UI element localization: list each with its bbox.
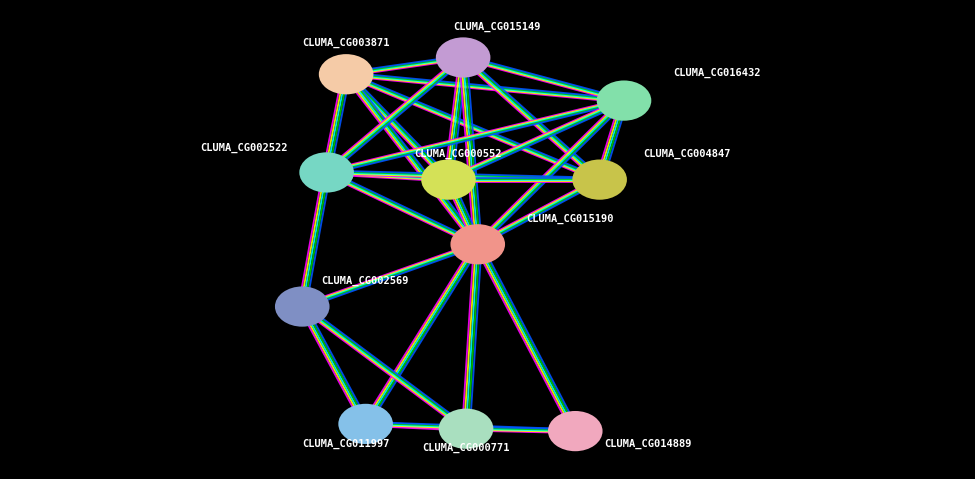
Text: CLUMA_CG004847: CLUMA_CG004847 [644,149,731,159]
Ellipse shape [439,409,493,449]
Ellipse shape [299,152,354,193]
Text: CLUMA_CG002569: CLUMA_CG002569 [322,276,410,286]
Text: CLUMA_CG015149: CLUMA_CG015149 [453,22,541,32]
Ellipse shape [436,37,490,78]
Text: CLUMA_CG011997: CLUMA_CG011997 [302,439,390,449]
Text: CLUMA_CG000771: CLUMA_CG000771 [422,443,510,453]
Ellipse shape [450,224,505,264]
Ellipse shape [572,160,627,200]
Ellipse shape [421,160,476,200]
Text: CLUMA_CG016432: CLUMA_CG016432 [673,68,761,78]
Text: CLUMA_CG015190: CLUMA_CG015190 [526,214,614,224]
Text: CLUMA_CG003871: CLUMA_CG003871 [302,38,390,48]
Ellipse shape [338,404,393,444]
Ellipse shape [319,54,373,94]
Ellipse shape [275,286,330,327]
Ellipse shape [597,80,651,121]
Ellipse shape [548,411,603,451]
Text: CLUMA_CG002522: CLUMA_CG002522 [200,143,288,153]
Text: CLUMA_CG014889: CLUMA_CG014889 [604,439,692,449]
Text: CLUMA_CG000552: CLUMA_CG000552 [414,149,502,159]
